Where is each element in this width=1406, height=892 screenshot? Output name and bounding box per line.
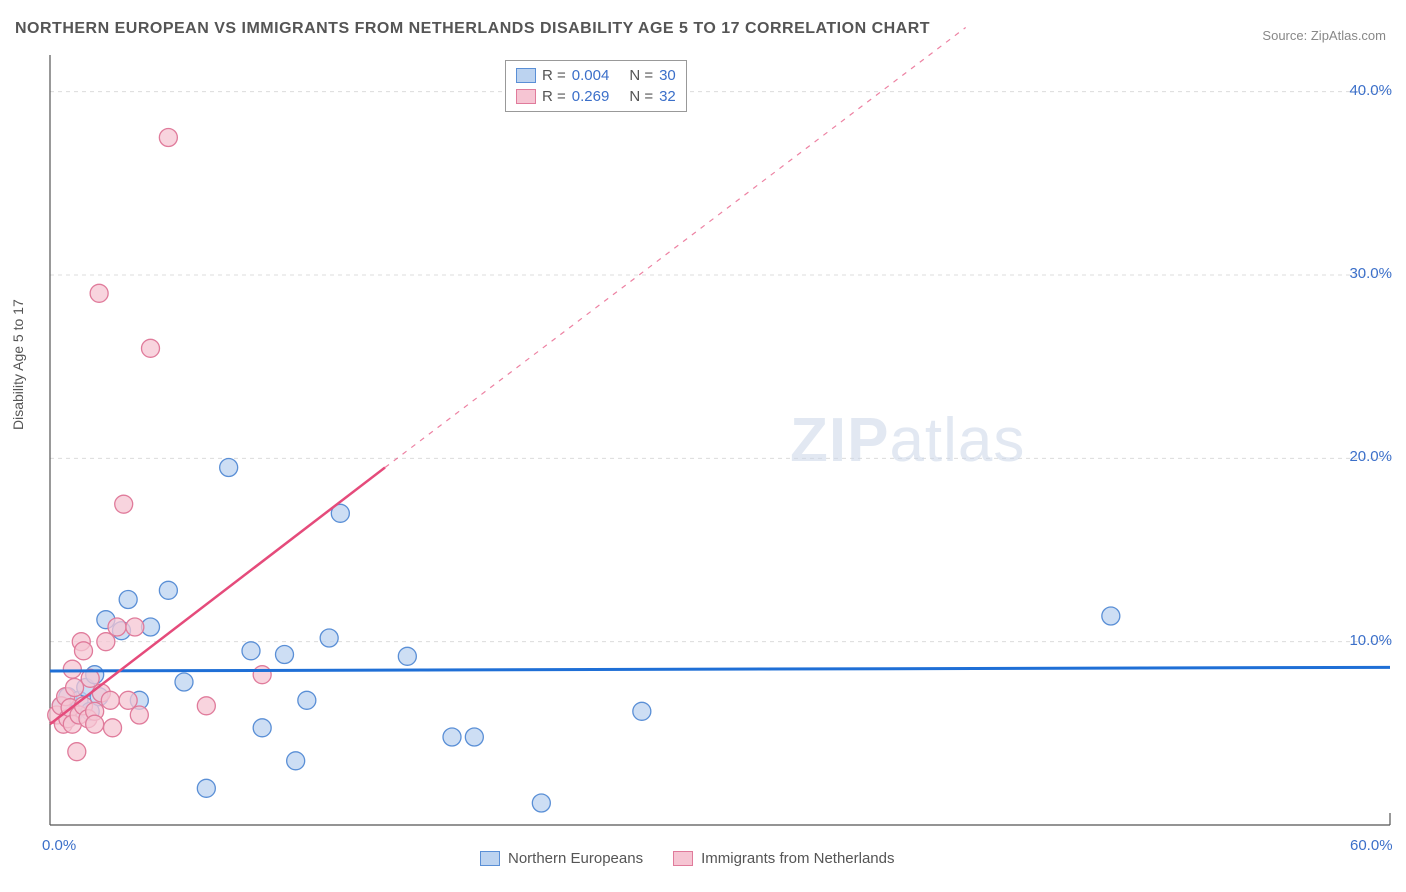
legend-label-netherlands: Immigrants from Netherlands [701, 850, 894, 867]
data-point [465, 728, 483, 746]
data-point [242, 642, 260, 660]
n-value-northern: 30 [659, 67, 676, 84]
y-tick-label: 30.0% [1349, 265, 1392, 282]
data-point [108, 618, 126, 636]
swatch-netherlands [673, 851, 693, 866]
data-point [159, 129, 177, 147]
legend-item-northern: Northern Europeans [480, 850, 643, 867]
x-tick-label: 60.0% [1350, 837, 1393, 854]
y-tick-label: 10.0% [1349, 632, 1392, 649]
n-label: N = [629, 88, 653, 105]
data-point [68, 743, 86, 761]
chart-title: NORTHERN EUROPEAN VS IMMIGRANTS FROM NET… [15, 20, 930, 38]
r-label: R = [542, 67, 566, 84]
data-point [220, 459, 238, 477]
data-point [253, 666, 271, 684]
data-point [104, 719, 122, 737]
r-value-netherlands: 0.269 [572, 88, 610, 105]
data-point [175, 673, 193, 691]
data-point [320, 629, 338, 647]
series-legend: Northern Europeans Immigrants from Nethe… [480, 850, 895, 867]
swatch-northern [516, 68, 536, 83]
data-point [90, 284, 108, 302]
swatch-netherlands [516, 89, 536, 104]
data-point [126, 618, 144, 636]
x-tick-label: 0.0% [42, 837, 76, 854]
data-point [101, 691, 119, 709]
data-point [276, 646, 294, 664]
data-point [119, 591, 137, 609]
data-point [97, 633, 115, 651]
correlation-legend: R = 0.004 N = 30 R = 0.269 N = 32 [505, 60, 687, 112]
correlation-row-netherlands: R = 0.269 N = 32 [516, 86, 676, 107]
r-label: R = [542, 88, 566, 105]
data-point [119, 691, 137, 709]
r-value-northern: 0.004 [572, 67, 610, 84]
data-point [63, 660, 81, 678]
data-point [197, 779, 215, 797]
data-point [75, 642, 93, 660]
data-point [287, 752, 305, 770]
n-label: N = [629, 67, 653, 84]
data-point [130, 706, 148, 724]
data-point [159, 581, 177, 599]
swatch-northern [480, 851, 500, 866]
data-point [443, 728, 461, 746]
data-point [298, 691, 316, 709]
plot-area: ZIPatlas R = 0.004 N = 30 R = 0.269 N = … [50, 55, 1390, 825]
legend-item-netherlands: Immigrants from Netherlands [673, 850, 894, 867]
correlation-row-northern: R = 0.004 N = 30 [516, 65, 676, 86]
data-point [86, 715, 104, 733]
source-attribution: Source: ZipAtlas.com [1262, 28, 1386, 43]
data-point [398, 647, 416, 665]
y-tick-label: 40.0% [1349, 82, 1392, 99]
n-value-netherlands: 32 [659, 88, 676, 105]
data-point [197, 697, 215, 715]
source-label: Source: [1262, 28, 1307, 43]
data-point [115, 495, 133, 513]
legend-label-northern: Northern Europeans [508, 850, 643, 867]
data-point [66, 679, 84, 697]
y-tick-label: 20.0% [1349, 448, 1392, 465]
scatter-plot-svg [50, 55, 1390, 825]
data-point [142, 339, 160, 357]
data-point [633, 702, 651, 720]
data-point [253, 719, 271, 737]
source-name: ZipAtlas.com [1311, 28, 1386, 43]
y-axis-label: Disability Age 5 to 17 [10, 299, 26, 430]
data-point [1102, 607, 1120, 625]
data-point [532, 794, 550, 812]
